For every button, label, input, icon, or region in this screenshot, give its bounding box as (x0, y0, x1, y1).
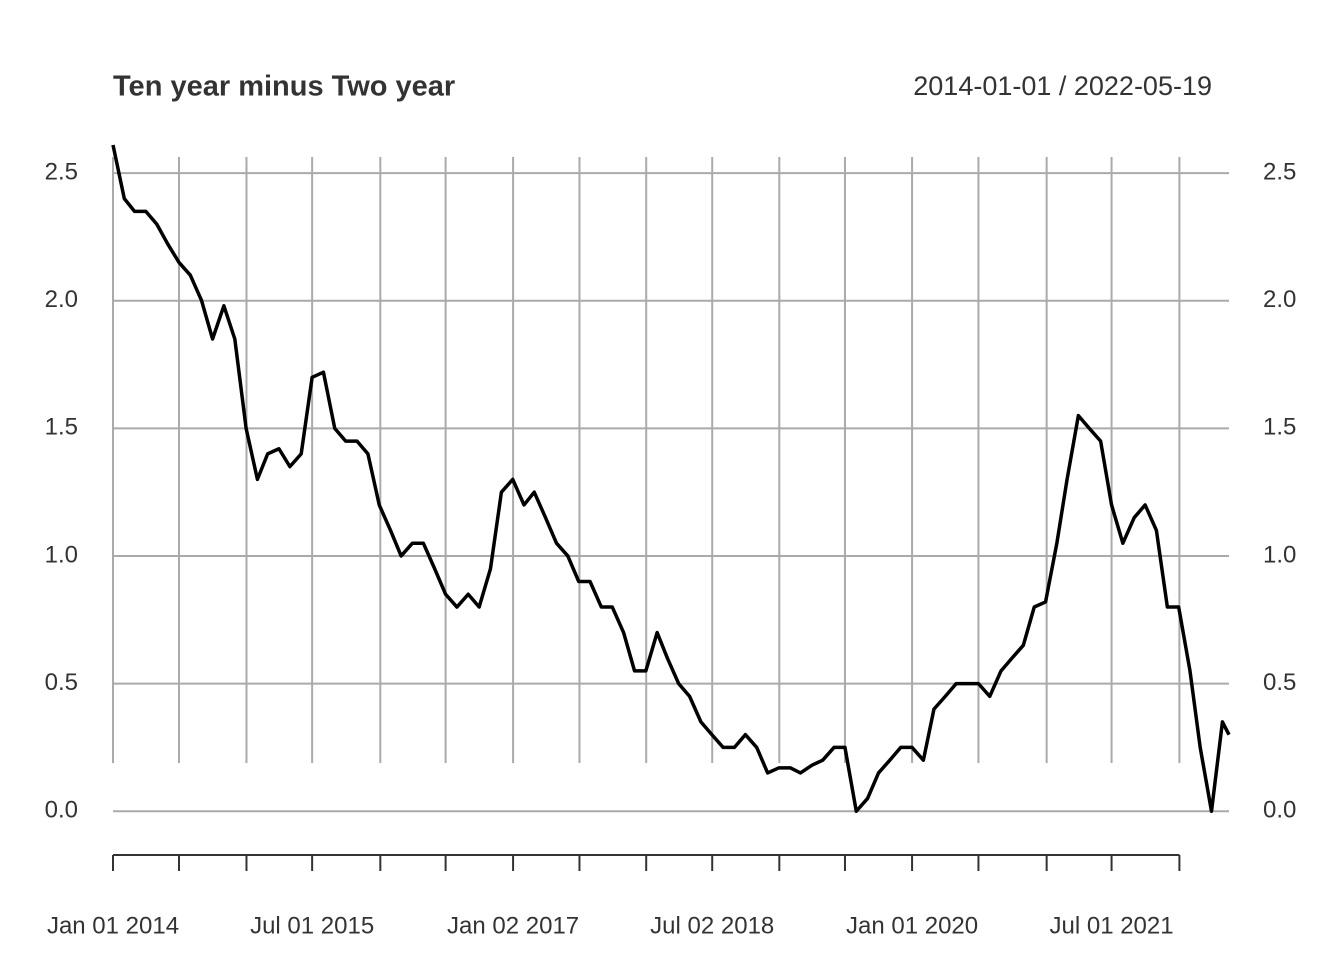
y-tick-label-right: 0.5 (1263, 669, 1296, 696)
y-tick-label: 1.5 (45, 414, 78, 441)
x-tick-label: Jul 01 2021 (1050, 912, 1174, 939)
y-tick-label: 0.5 (45, 669, 78, 696)
date-range: 2014-01-01 / 2022-05-19 (913, 71, 1212, 101)
y-tick-label-right: 2.5 (1263, 158, 1296, 185)
y-tick-label: 0.0 (45, 797, 78, 824)
y-tick-label-right: 1.0 (1263, 541, 1296, 568)
grid: 0.0 0.0 0.5 0.5 1.0 1.0 1.5 1.5 2.0 2.0 2.5 2.5 Jan … (45, 157, 1296, 939)
y-tick-label-right: 0.0 (1263, 797, 1296, 824)
x-tick-label: Jan 01 2014 (47, 912, 179, 939)
x-tick-label: Jul 02 2018 (650, 912, 774, 939)
y-tick-label-right: 2.0 (1263, 286, 1296, 313)
series-line (111, 144, 1231, 813)
y-tick-label: 2.5 (45, 158, 78, 185)
plot (111, 144, 1231, 813)
y-tick-label: 1.0 (45, 541, 78, 568)
y-tick-label-right: 1.5 (1263, 414, 1296, 441)
x-tick-label: Jul 01 2015 (250, 912, 374, 939)
chart-title: Ten year minus Two year (113, 71, 455, 103)
x-tick-label: Jan 01 2020 (846, 912, 978, 939)
x-tick-label: Jan 02 2017 (447, 912, 579, 939)
y-tick-label: 2.0 (45, 286, 78, 313)
